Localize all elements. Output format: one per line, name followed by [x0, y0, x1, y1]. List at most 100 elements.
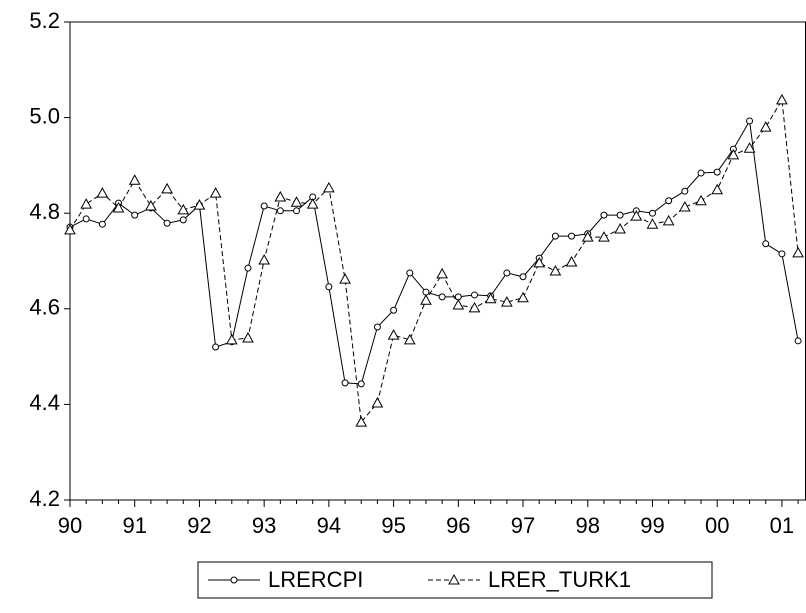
x-tick-label: 91: [122, 513, 146, 538]
data-point: [746, 117, 754, 125]
data-point: [403, 333, 416, 345]
data-point: [568, 232, 576, 240]
x-tick-label: 97: [511, 513, 535, 538]
data-point: [339, 273, 351, 284]
x-tick-label: 92: [187, 513, 211, 538]
data-point: [276, 207, 284, 215]
legend-marker: [448, 573, 460, 585]
data-point: [759, 121, 772, 132]
x-tick-label: 99: [640, 513, 664, 538]
data-point: [112, 201, 125, 213]
data-point: [665, 197, 673, 205]
x-tick-label: 01: [770, 513, 794, 538]
y-tick-label: 4.2: [29, 486, 60, 511]
data-point: [390, 306, 398, 314]
data-point: [792, 246, 804, 258]
data-point: [727, 148, 740, 160]
data-point: [179, 216, 187, 224]
x-tick-label: 96: [446, 513, 470, 538]
data-point: [274, 190, 287, 202]
y-tick-label: 5.0: [29, 103, 60, 128]
data-point: [743, 142, 756, 153]
y-tick-label: 5.2: [29, 8, 60, 33]
data-point: [64, 223, 76, 235]
data-point: [209, 187, 222, 198]
data-point: [341, 379, 349, 387]
data-point: [695, 194, 707, 206]
legend-marker: [230, 576, 238, 584]
data-point: [503, 269, 511, 277]
data-point: [484, 292, 497, 304]
data-point: [371, 396, 384, 408]
data-point: [420, 294, 432, 305]
data-point: [436, 267, 448, 279]
data-point: [648, 209, 656, 217]
data-point: [468, 301, 481, 313]
data-point: [581, 231, 594, 242]
data-point: [501, 296, 513, 307]
data-point: [244, 264, 252, 272]
legend-label: LRER_TURK1: [488, 567, 631, 592]
data-point: [697, 169, 705, 177]
data-point: [662, 214, 675, 226]
data-point: [598, 231, 610, 242]
data-point: [762, 240, 770, 248]
data-point: [551, 232, 559, 240]
x-tick-label: 00: [705, 513, 729, 538]
legend: LRERCPI LRER_TURK1: [197, 561, 713, 599]
data-point: [355, 416, 368, 427]
data-point: [387, 329, 400, 340]
data-point: [82, 215, 90, 223]
y-tick-label: 4.6: [29, 295, 60, 320]
y-tick-label: 4.8: [29, 199, 60, 224]
data-point: [163, 219, 171, 227]
data-point: [471, 291, 478, 299]
data-point: [630, 210, 643, 221]
data-point: [131, 211, 139, 219]
data-point: [177, 203, 190, 215]
data-point: [614, 222, 626, 234]
data-point: [260, 202, 268, 210]
data-point: [306, 198, 319, 209]
x-tick-label: 93: [252, 513, 276, 538]
data-point: [549, 265, 562, 276]
data-point: [517, 291, 529, 303]
data-point: [98, 220, 106, 228]
data-point: [323, 181, 335, 193]
x-tick-label: 98: [576, 513, 600, 538]
legend-label: LRERCPI: [268, 567, 363, 592]
data-point: [258, 254, 271, 265]
data-point: [406, 269, 414, 277]
x-tick-label: 95: [381, 513, 405, 538]
data-point: [600, 211, 608, 219]
data-point: [794, 337, 802, 345]
data-point: [325, 283, 333, 291]
data-point: [678, 200, 691, 212]
series-line: [69, 119, 799, 385]
data-point: [776, 93, 788, 105]
x-tick-label: 94: [317, 513, 341, 538]
series-line: [69, 98, 799, 424]
data-point: [713, 168, 721, 176]
data-point: [438, 293, 446, 301]
data-point: [373, 323, 381, 331]
data-point: [646, 218, 659, 229]
data-point: [128, 174, 141, 185]
data-point: [212, 343, 220, 351]
data-point: [711, 183, 724, 195]
data-point: [225, 333, 238, 345]
data-point: [290, 196, 303, 207]
data-point: [80, 198, 93, 209]
x-tick-label: 90: [58, 513, 82, 538]
data-point: [357, 380, 365, 388]
data-point: [145, 200, 157, 211]
data-point: [161, 182, 173, 194]
data-point: [616, 211, 624, 219]
data-point: [565, 255, 578, 267]
data-point: [533, 256, 546, 268]
plot-frame: [69, 21, 806, 501]
data-point: [681, 187, 689, 195]
data-point: [96, 187, 109, 198]
data-point: [452, 298, 465, 310]
